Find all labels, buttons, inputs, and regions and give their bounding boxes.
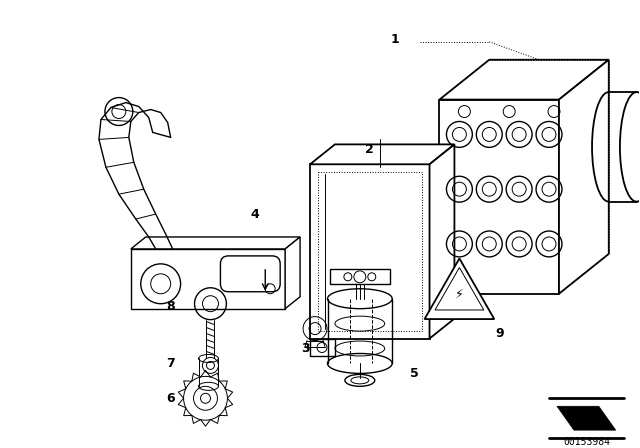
Polygon shape: [310, 339, 335, 357]
Polygon shape: [429, 144, 454, 339]
Polygon shape: [131, 249, 285, 309]
Text: 00153984: 00153984: [563, 437, 611, 447]
Polygon shape: [557, 406, 616, 430]
Text: 6: 6: [166, 392, 175, 405]
Text: 2: 2: [365, 143, 374, 156]
Text: 1: 1: [390, 33, 399, 46]
Polygon shape: [440, 99, 559, 294]
Text: 5: 5: [410, 367, 419, 380]
Polygon shape: [285, 237, 300, 309]
Polygon shape: [440, 60, 609, 99]
Text: 4: 4: [251, 207, 260, 220]
Text: ⚡: ⚡: [455, 287, 464, 300]
Text: 7: 7: [166, 357, 175, 370]
Polygon shape: [330, 269, 390, 284]
Polygon shape: [559, 60, 609, 294]
Text: 8: 8: [166, 300, 175, 313]
Polygon shape: [310, 164, 429, 339]
Text: 3: 3: [301, 342, 309, 355]
Polygon shape: [310, 144, 454, 164]
Polygon shape: [131, 237, 300, 249]
Polygon shape: [424, 258, 494, 319]
Text: 9: 9: [495, 327, 504, 340]
